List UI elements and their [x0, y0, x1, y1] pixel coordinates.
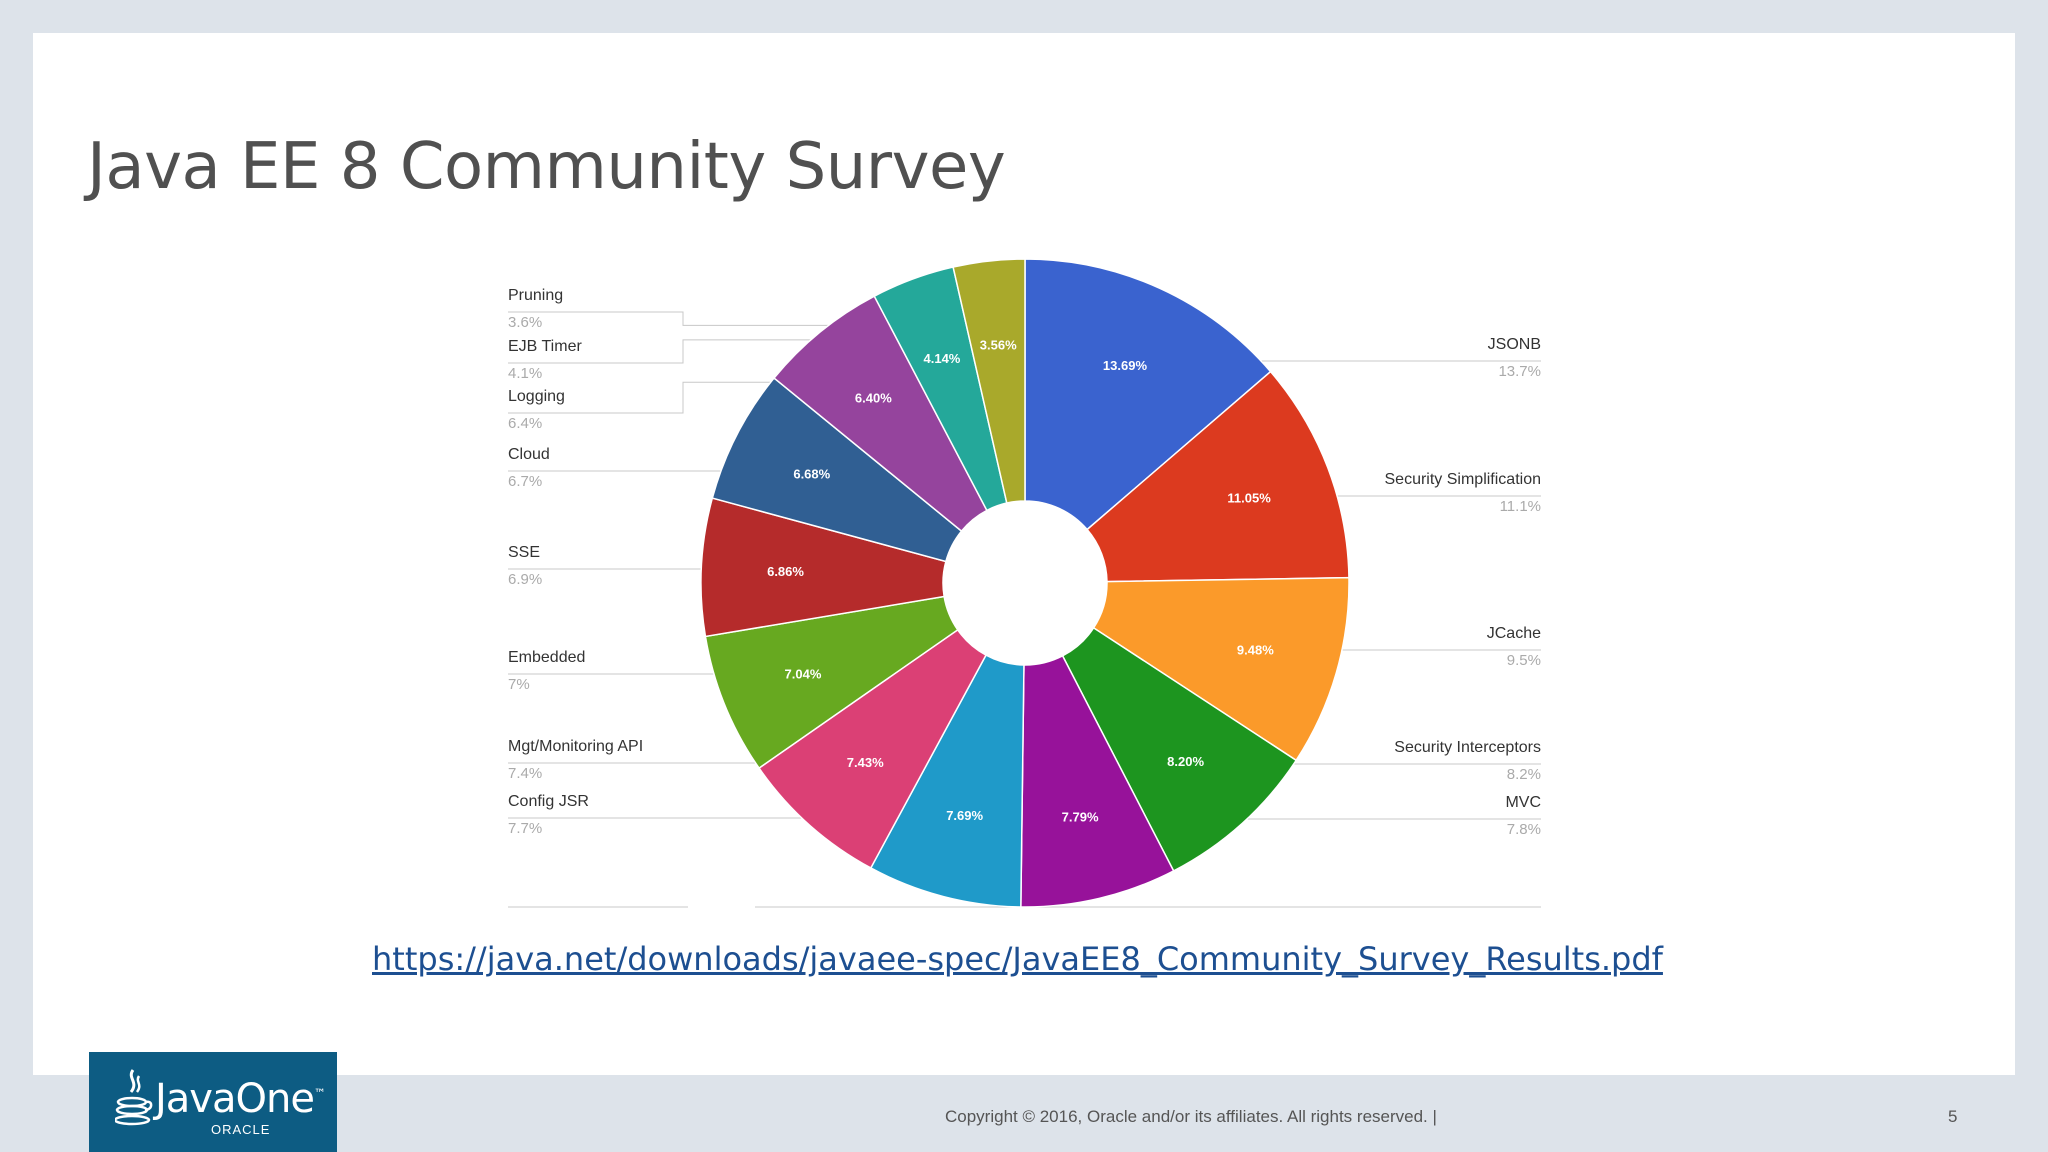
legend-label: Logging: [508, 388, 565, 405]
pie-slice: [758, 628, 987, 869]
legend-value: 6.4%: [508, 415, 542, 432]
oracle-wordmark: ORACLE: [211, 1122, 271, 1137]
legend-label: Security Interceptors: [1394, 739, 1541, 756]
javaone-wordmark: JavaOne™: [155, 1076, 326, 1122]
legend-label: Security Simplification: [1385, 471, 1542, 488]
legend-value: 4.1%: [508, 365, 542, 382]
legend-value: 7.8%: [1507, 821, 1541, 838]
copyright-text: Copyright © 2016, Oracle and/or its affi…: [945, 1107, 1437, 1126]
legend-label: JCache: [1487, 625, 1541, 642]
legend-label: JSONB: [1488, 336, 1541, 353]
page-number: 5: [1948, 1107, 1958, 1126]
slice-percent-label: 7.43%: [847, 755, 884, 770]
slice-percent-label: 7.04%: [785, 666, 822, 681]
slide-title: Java EE 8 Community Survey: [87, 130, 1006, 204]
pie-slice: [711, 376, 963, 563]
slice-percent-label: 11.05%: [1227, 491, 1271, 506]
legend-value: 13.7%: [1498, 363, 1541, 380]
slice-percent-label: 7.79%: [1062, 809, 1099, 824]
leader-line: [508, 339, 936, 364]
legend-label: Config JSR: [508, 793, 589, 810]
survey-results-link[interactable]: https://java.net/downloads/javaee-spec/J…: [372, 940, 1663, 978]
legend-value: 6.7%: [508, 473, 542, 490]
slice-percent-label: 4.14%: [924, 351, 961, 366]
slice-percent-label: 8.20%: [1167, 754, 1204, 769]
pie-slice: [700, 497, 947, 638]
pie-slice: [869, 654, 1025, 908]
legend-value: 6.9%: [508, 571, 542, 588]
legend-value: 9.5%: [1507, 652, 1541, 669]
legend-label: Pruning: [508, 287, 563, 304]
legend-label: MVC: [1505, 794, 1541, 811]
legend-label: SSE: [508, 544, 540, 561]
legend-value: 8.2%: [1507, 766, 1541, 783]
slice-percent-label: 13.69%: [1103, 358, 1148, 373]
slice-percent-label: 6.68%: [793, 466, 830, 481]
legend-value: 3.6%: [508, 314, 542, 331]
slice-percent-label: 3.56%: [980, 338, 1017, 353]
pie-slice: [1061, 626, 1298, 872]
legend-label: Cloud: [508, 446, 550, 463]
legend-label: Mgt/Monitoring API: [508, 738, 643, 755]
legend-value: 7%: [508, 676, 530, 693]
pie-slice: [1024, 258, 1272, 531]
legend-value: 11.1%: [1500, 498, 1541, 515]
legend-label: EJB Timer: [508, 338, 582, 355]
slice-percent-label: 6.40%: [855, 390, 892, 405]
legend-label: Embedded: [508, 649, 585, 666]
java-cup-icon: [115, 1069, 153, 1126]
slice-percent-label: 7.69%: [946, 808, 983, 823]
javaone-logo: JavaOne™ ORACLE: [89, 1052, 337, 1152]
legend-value: 7.7%: [508, 820, 542, 837]
pie-slice: [952, 258, 1026, 504]
pie-slice: [1020, 654, 1175, 908]
slice-percent-label: 9.48%: [1237, 643, 1274, 658]
legend-value: 7.4%: [508, 765, 542, 782]
pie-slice: [1092, 576, 1350, 762]
slice-percent-label: 6.86%: [767, 564, 804, 579]
pie-slice: [704, 595, 959, 770]
pie-slice: [1086, 370, 1350, 583]
